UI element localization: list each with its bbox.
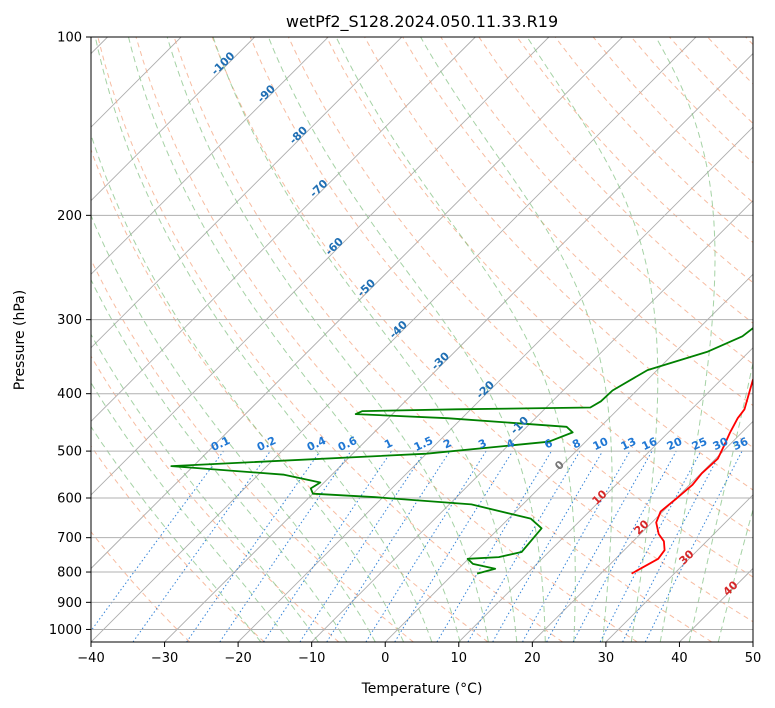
x-axis-title: Temperature (°C) bbox=[361, 681, 483, 697]
profile-lines bbox=[170, 327, 753, 575]
mixing-ratio-line bbox=[263, 450, 392, 642]
y-tick-label: 900 bbox=[57, 596, 82, 611]
dry-adiabat-line bbox=[516, 37, 753, 284]
moist-adiabat-line bbox=[91, 214, 376, 642]
y-tick-label: 1000 bbox=[49, 623, 82, 638]
moist-adiabat-line bbox=[655, 37, 716, 642]
y-tick-label: 200 bbox=[57, 209, 82, 224]
moist-adiabat-line bbox=[91, 381, 291, 642]
isotherm-line bbox=[237, 126, 753, 642]
mixing-ratio-label: 16 bbox=[640, 435, 660, 453]
mixing-ratio-label: 36 bbox=[731, 435, 751, 453]
mixing-ratio-label: 10 bbox=[591, 435, 611, 453]
moist-adiabat-line bbox=[91, 278, 348, 642]
x-axis: −40 −30 −20 −10 0 10 20 30 40 50 bbox=[77, 642, 761, 666]
moist-adiabat-line bbox=[91, 333, 319, 642]
temperature-profile-line bbox=[631, 377, 753, 575]
dry-adiabat-line bbox=[211, 37, 753, 623]
mixing-ratio-label: 25 bbox=[690, 435, 709, 453]
moist-adiabat-line bbox=[212, 37, 518, 642]
dry-adiabat-line bbox=[91, 258, 414, 642]
x-tick-label: −20 bbox=[224, 651, 251, 666]
x-tick-label: 0 bbox=[381, 651, 389, 666]
y-tick-label: 700 bbox=[57, 531, 82, 546]
isotherm-line bbox=[605, 494, 753, 642]
x-tick-label: 20 bbox=[524, 651, 541, 666]
x-tick-label: 50 bbox=[745, 651, 762, 666]
x-tick-label: 10 bbox=[451, 651, 468, 666]
isotherm-line bbox=[164, 52, 753, 642]
x-tick-label: 30 bbox=[598, 651, 615, 666]
moist-adiabat-line bbox=[526, 37, 659, 642]
x-tick-label: −40 bbox=[77, 651, 104, 666]
moist-adiabat-line bbox=[267, 37, 546, 642]
x-tick-label: −10 bbox=[298, 651, 325, 666]
isotherm-line bbox=[91, 37, 403, 349]
isotherm-line bbox=[458, 347, 753, 642]
moist-adiabat-line bbox=[420, 37, 613, 642]
isotherm-line bbox=[91, 37, 697, 642]
dry-adiabat-line bbox=[91, 531, 191, 642]
mixing-ratio-label: 20 bbox=[665, 435, 685, 453]
dry-adiabat-line bbox=[173, 37, 713, 642]
chart-title: wetPf2_S128.2024.050.11.33.R19 bbox=[286, 12, 558, 32]
mixing-ratio-line bbox=[91, 450, 224, 632]
y-tick-label: 400 bbox=[57, 387, 82, 402]
dry-adiabat-line bbox=[91, 148, 489, 642]
y-axis-title: Pressure (hPa) bbox=[12, 290, 28, 390]
mixing-ratio-line bbox=[132, 450, 271, 642]
isotherm-line bbox=[91, 37, 329, 275]
mixing-ratio-line bbox=[644, 450, 743, 642]
moist-adiabat-line bbox=[94, 37, 433, 642]
dry-adiabat-line bbox=[91, 445, 265, 642]
mixing-ratio-line bbox=[572, 450, 677, 642]
isotherm-line bbox=[384, 273, 753, 642]
mixing-ratio-line bbox=[219, 450, 352, 642]
moist-adiabat-line bbox=[688, 360, 753, 642]
isotherm-line bbox=[91, 37, 476, 422]
mixing-ratio-label: 30 bbox=[711, 435, 731, 453]
isotherm-line bbox=[91, 37, 255, 202]
background-lines bbox=[91, 37, 753, 642]
dry-adiabat-line bbox=[440, 37, 753, 365]
mixing-ratio-line bbox=[186, 450, 321, 642]
y-tick-label: 600 bbox=[57, 492, 82, 507]
mixing-ratio-line bbox=[522, 450, 631, 642]
isotherm-line bbox=[91, 37, 623, 570]
mixing-ratio-line bbox=[326, 450, 451, 642]
mixing-ratio-line bbox=[299, 450, 426, 642]
dewpoint-profile-line bbox=[170, 327, 753, 575]
dry-adiabat-line bbox=[287, 37, 753, 534]
y-tick-label: 100 bbox=[57, 31, 82, 46]
mixing-ratio-line bbox=[394, 450, 514, 642]
x-tick-label: 40 bbox=[671, 651, 688, 666]
dry-adiabat-line bbox=[97, 37, 563, 642]
y-tick-label: 300 bbox=[57, 313, 82, 328]
mixing-ratio-line bbox=[546, 450, 653, 642]
moist-adiabat-line bbox=[91, 425, 262, 642]
isotherm-line bbox=[91, 37, 550, 496]
isotherm-line bbox=[532, 420, 753, 642]
mixing-ratio-label: 13 bbox=[619, 435, 638, 453]
dry-adiabat-line bbox=[249, 37, 753, 578]
y-tick-label: 500 bbox=[57, 445, 82, 460]
x-tick-label: −30 bbox=[151, 651, 178, 666]
moist-adiabat-line bbox=[717, 507, 753, 642]
moist-adiabat-line bbox=[166, 37, 489, 642]
plot-frame bbox=[90, 36, 754, 643]
y-tick-label: 800 bbox=[57, 566, 82, 581]
y-axis: 100 200 300 400 500 600 700 800 900 1000 bbox=[49, 31, 91, 638]
moist-adiabat-line bbox=[128, 37, 461, 642]
dry-adiabat-line bbox=[91, 355, 340, 642]
dry-adiabat-line bbox=[402, 37, 753, 407]
